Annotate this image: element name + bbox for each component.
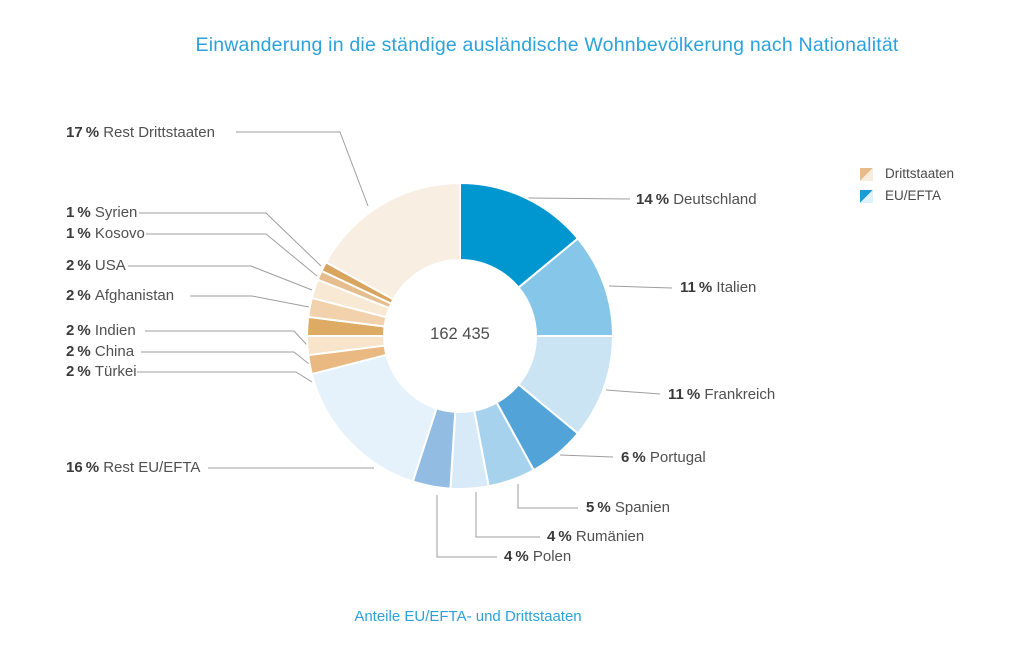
segment-name: Rest EU/EFTA [103, 459, 201, 476]
legend-item-drittstaaten: Drittstaaten [860, 167, 954, 181]
leader-line-frankreich [605, 389, 661, 395]
segment-percent: 2 % [66, 257, 95, 274]
segment-name: Indien [94, 322, 136, 339]
segment-percent: 2 % [66, 322, 95, 339]
legend-label: Drittstaaten [885, 166, 955, 181]
segment-label-kosovo: 1 % Kosovo [66, 224, 145, 244]
segment-percent: 5 % [586, 499, 615, 516]
segment-percent: 1 % [66, 225, 95, 242]
legend: Drittstaaten EU/EFTA [860, 167, 954, 211]
segment-name: Deutschland [673, 191, 757, 208]
segment-percent: 2 % [66, 287, 95, 304]
segment-name: Rest Drittstaaten [103, 124, 215, 141]
segment-percent: 11 % [668, 386, 705, 403]
segment-label-syrien: 1 % Syrien [66, 203, 137, 223]
segment-percent: 16 % [66, 459, 104, 476]
leader-line-rum-nien [475, 492, 540, 538]
donut-segment-rest-eu-efta [310, 353, 438, 483]
segment-label-usa: 2 % USA [66, 256, 126, 276]
legend-swatch-icon [860, 167, 873, 181]
leader-line-syrien [139, 212, 322, 267]
segment-label-italien: 11 % Italien [680, 278, 756, 298]
segment-label-portugal: 6 % Portugal [621, 448, 706, 468]
leader-line-italien [608, 285, 673, 289]
segment-label-indien: 2 % Indien [66, 321, 136, 341]
segment-label-afghanistan: 2 % Afghanistan [66, 286, 174, 306]
segment-percent: 2 % [66, 343, 95, 360]
leader-line-usa [128, 265, 313, 291]
segment-percent: 11 % [680, 279, 717, 296]
segment-percent: 6 % [621, 449, 650, 466]
leader-line-kosovo [146, 233, 318, 277]
chart-subtitle: Anteile EU/EFTA- und Drittstaaten [354, 608, 582, 625]
segment-name: Polen [532, 548, 572, 565]
segment-label-rest-drittstaaten: 17 % Rest Drittstaaten [66, 123, 215, 143]
segment-percent: 4 % [547, 528, 576, 545]
segment-percent: 2 % [66, 363, 95, 380]
segment-label-spanien: 5 % Spanien [586, 498, 670, 518]
segment-name: USA [94, 257, 126, 274]
segment-name: Portugal [649, 449, 706, 466]
segment-label-frankreich: 11 % Frankreich [668, 385, 775, 405]
leader-line-t-rkei [137, 371, 313, 383]
donut-center-total: 162 435 [430, 325, 490, 343]
leader-line-deutschland [527, 197, 631, 200]
segment-label-polen: 4 % Polen [504, 547, 571, 567]
leader-line-afghanistan [190, 295, 310, 308]
segment-name: Rumänien [575, 528, 645, 545]
legend-item-eu-efta: EU/EFTA [860, 189, 954, 203]
segment-percent: 4 % [504, 548, 533, 565]
segment-percent: 1 % [66, 204, 95, 221]
segment-label-deutschland: 14 % Deutschland [636, 190, 757, 210]
segment-label-t-rkei: 2 % Türkei [66, 362, 137, 382]
segment-name: Italien [716, 279, 757, 296]
segment-name: Türkei [94, 363, 137, 380]
legend-swatch-icon [860, 189, 873, 203]
leader-line-china [141, 351, 310, 365]
segment-name: Kosovo [94, 225, 145, 242]
leader-line-polen [436, 495, 497, 558]
segment-name: Syrien [94, 204, 138, 221]
segment-name: Frankreich [704, 386, 776, 403]
donut-segment-rest-drittstaaten [324, 182, 461, 301]
leader-line-rest-drittstaaten [236, 131, 369, 207]
segment-label-rum-nien: 4 % Rumänien [547, 527, 644, 547]
segment-percent: 17 % [66, 124, 104, 141]
legend-label: EU/EFTA [885, 188, 942, 203]
segment-name: China [94, 343, 135, 360]
segment-name: Spanien [614, 499, 670, 516]
segment-percent: 14 % [636, 191, 674, 208]
leader-line-indien [145, 330, 308, 346]
segment-label-china: 2 % China [66, 342, 134, 362]
chart-title: Einwanderung in die ständige ausländisch… [195, 34, 899, 56]
segment-label-rest-eu-efta: 16 % Rest EU/EFTA [66, 458, 200, 478]
segment-name: Afghanistan [94, 287, 175, 304]
leader-line-portugal [559, 454, 614, 458]
leader-line-spanien [517, 484, 578, 509]
